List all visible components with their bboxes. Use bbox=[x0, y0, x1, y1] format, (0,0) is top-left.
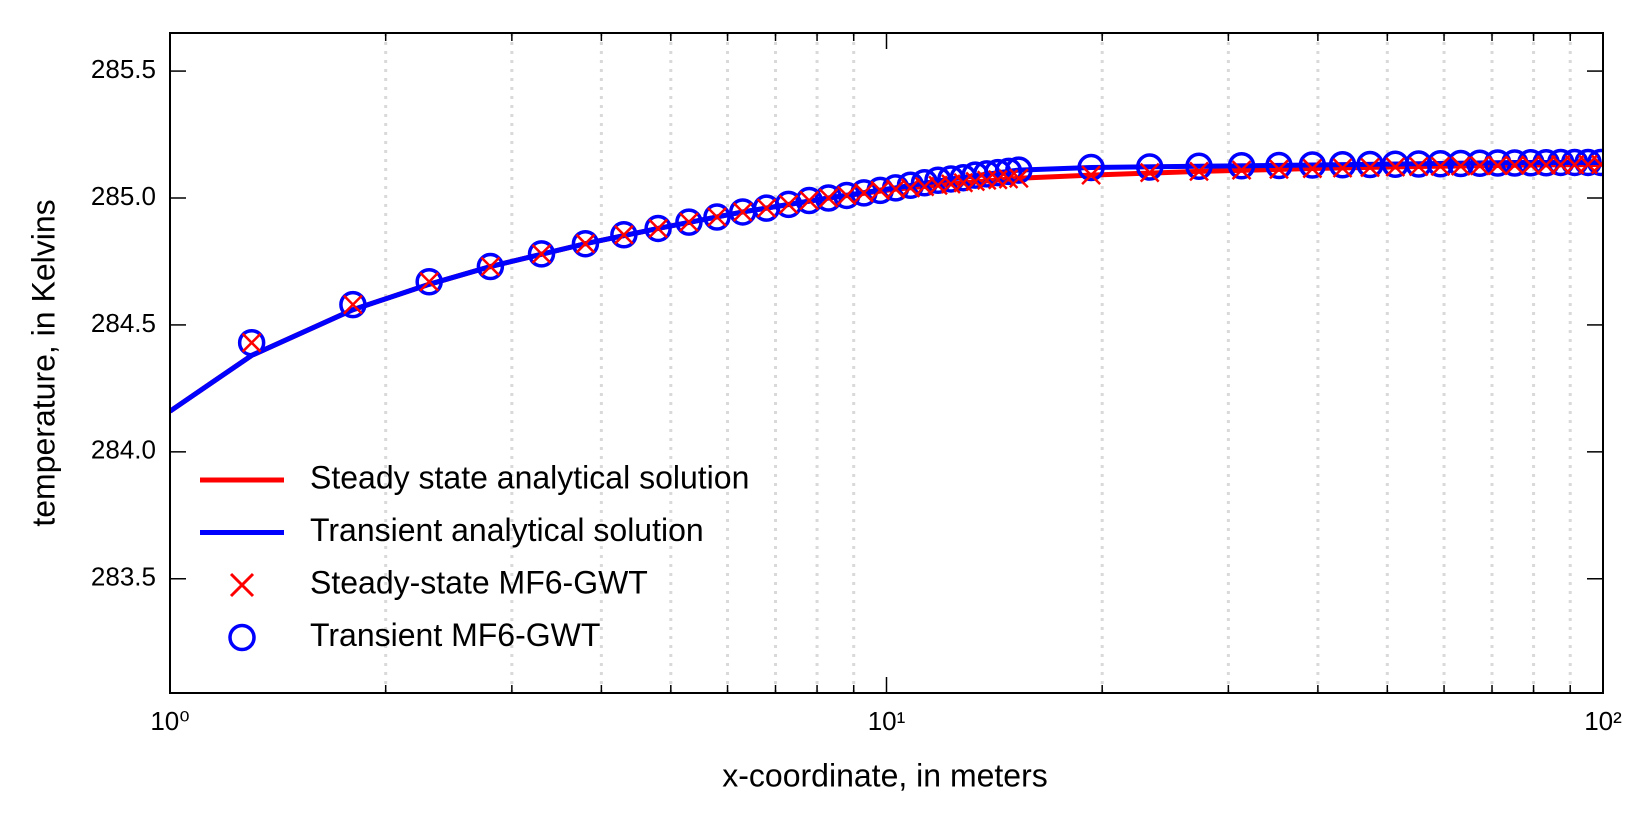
circle-marker bbox=[1227, 152, 1256, 180]
x-marker bbox=[648, 218, 668, 239]
legend-symbol bbox=[228, 623, 256, 652]
x-marker bbox=[241, 332, 262, 353]
x-marker bbox=[575, 233, 596, 254]
x-marker bbox=[732, 202, 753, 222]
circle-marker bbox=[1500, 149, 1529, 177]
x-marker bbox=[1332, 158, 1353, 178]
circle-marker bbox=[1426, 149, 1455, 178]
x-marker bbox=[1487, 155, 1508, 176]
x-marker bbox=[613, 224, 634, 245]
x-marker bbox=[1081, 165, 1101, 186]
circle-marker bbox=[644, 214, 672, 243]
circle-marker bbox=[703, 203, 731, 231]
circle-marker bbox=[795, 186, 823, 215]
circle-marker bbox=[984, 158, 1012, 187]
circle-marker bbox=[1265, 151, 1293, 180]
x-tick-label: 10⁰ bbox=[150, 706, 189, 736]
x-marker bbox=[1360, 157, 1380, 178]
x-marker bbox=[1408, 156, 1429, 177]
x-marker bbox=[1520, 155, 1541, 175]
legend-symbol bbox=[229, 572, 255, 598]
x-marker bbox=[1550, 154, 1571, 175]
circle-marker bbox=[1466, 149, 1494, 177]
x-axis-label: x-coordinate, in meters bbox=[722, 757, 1047, 793]
circle-marker bbox=[1298, 151, 1327, 179]
x-marker bbox=[1302, 158, 1323, 179]
circle-marker bbox=[1185, 152, 1213, 181]
x-marker bbox=[1430, 156, 1451, 177]
x-marker bbox=[836, 185, 857, 206]
y-tick-label: 284.5 bbox=[91, 308, 156, 338]
x-marker bbox=[799, 190, 820, 211]
x-marker bbox=[1590, 154, 1603, 175]
x-marker bbox=[870, 180, 891, 201]
circle-marker bbox=[571, 229, 600, 258]
circle-marker bbox=[994, 157, 1023, 186]
x-marker bbox=[1385, 157, 1406, 177]
x-tick-label: 10¹ bbox=[868, 706, 906, 736]
circle-marker bbox=[1446, 149, 1475, 178]
x-marker bbox=[1504, 155, 1525, 176]
legend-label: Steady state analytical solution bbox=[310, 459, 749, 495]
circle-marker bbox=[1483, 149, 1512, 177]
circle-marker bbox=[237, 328, 266, 357]
circle-marker bbox=[339, 290, 367, 319]
circle-marker bbox=[527, 240, 556, 268]
circle-marker bbox=[1328, 150, 1357, 179]
x-marker bbox=[531, 243, 552, 264]
circle-marker bbox=[972, 160, 1001, 188]
plot-area bbox=[170, 148, 1603, 414]
circle-marker bbox=[814, 184, 843, 212]
circle-marker bbox=[415, 268, 443, 296]
x-marker bbox=[1231, 160, 1252, 180]
x-marker bbox=[1536, 155, 1557, 175]
x-marker bbox=[1469, 155, 1490, 176]
x-marker bbox=[1269, 159, 1289, 180]
circle-marker bbox=[1135, 153, 1164, 181]
y-tick-label: 285.5 bbox=[91, 54, 156, 84]
x-marker bbox=[1139, 162, 1160, 183]
y-tick-label: 285.0 bbox=[91, 181, 156, 211]
x-marker bbox=[480, 256, 501, 277]
legend-label: Transient analytical solution bbox=[310, 512, 704, 548]
legend-label: Steady-state MF6-GWT bbox=[310, 564, 648, 600]
x-marker bbox=[778, 194, 799, 215]
x-marker bbox=[1189, 161, 1209, 182]
x-marker bbox=[854, 183, 874, 203]
y-tick-label: 284.0 bbox=[91, 435, 156, 465]
circle-marker bbox=[610, 221, 638, 249]
y-tick-label: 283.5 bbox=[91, 562, 156, 592]
x-marker bbox=[756, 198, 777, 219]
x-marker bbox=[818, 188, 839, 208]
plot-frame bbox=[169, 32, 1604, 694]
y-axis-label: temperature, in Kelvins bbox=[25, 199, 61, 526]
circle-marker bbox=[1005, 156, 1033, 184]
legend-label: Transient MF6-GWT bbox=[310, 617, 600, 653]
x-marker bbox=[1450, 156, 1471, 176]
circle-marker bbox=[1077, 153, 1105, 182]
circle-marker bbox=[675, 208, 703, 236]
circle-marker bbox=[1404, 150, 1433, 178]
x-marker bbox=[679, 212, 699, 232]
x-tick-label: 10² bbox=[1584, 706, 1622, 736]
x-marker bbox=[707, 207, 727, 227]
circle-marker bbox=[774, 190, 803, 219]
circle-marker bbox=[476, 252, 505, 281]
x-marker bbox=[1008, 168, 1029, 189]
circle-marker bbox=[832, 181, 861, 210]
x-marker bbox=[419, 271, 440, 292]
x-marker bbox=[343, 294, 363, 315]
